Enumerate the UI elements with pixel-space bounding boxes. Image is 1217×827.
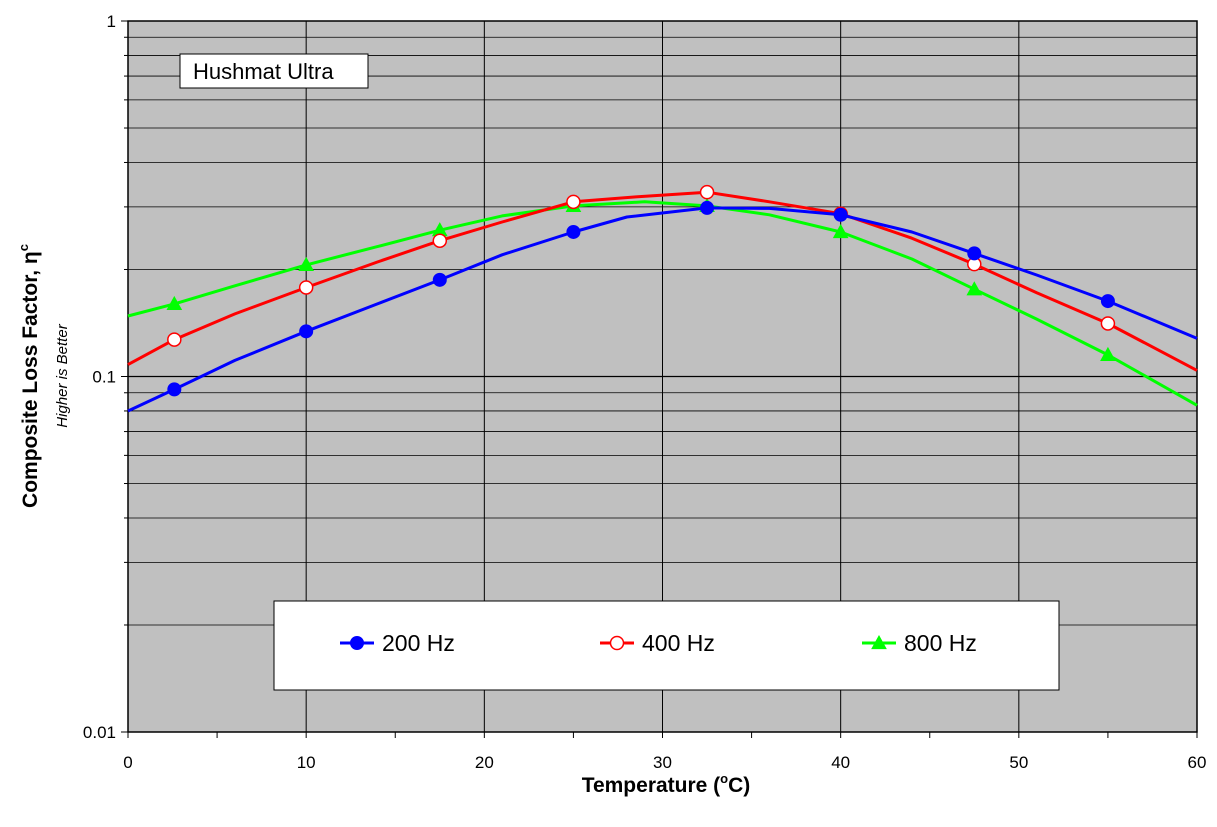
legend-item: 800 Hz [862, 630, 977, 656]
legend-marker [350, 636, 364, 650]
series-800-hz [127, 197, 1198, 407]
y-axis-title: Composite Loss Factor, ηc Higher is Bett… [16, 244, 71, 508]
data-point [833, 207, 848, 222]
data-point [966, 281, 983, 296]
data-point [298, 280, 314, 295]
data-point [298, 256, 315, 272]
axis-ticks: 0 10 20 30 40 50 60 0.01 0.1 1 [83, 12, 1207, 772]
legend-item: 400 Hz [600, 630, 715, 656]
data-point [1100, 346, 1116, 362]
x-tick-label: 10 [297, 753, 316, 772]
legend-marker [609, 635, 625, 651]
x-axis-title-unit: C) [728, 774, 750, 797]
series-layer [127, 184, 1198, 413]
y-axis-title-sup: c [16, 244, 31, 251]
annotation-box: Hushmat Ultra [179, 53, 369, 89]
data-point [167, 382, 182, 397]
x-tick-label: 40 [831, 753, 850, 772]
legend-marker [871, 634, 887, 650]
series-line [127, 206, 1198, 413]
grid [128, 21, 1197, 732]
data-point [700, 200, 715, 215]
x-axis-title-main: Temperature ( [582, 774, 720, 797]
data-point [699, 184, 715, 200]
x-axis-title-sup: o [720, 771, 728, 786]
data-point [1100, 294, 1115, 309]
data-point [299, 324, 314, 339]
data-point [432, 233, 448, 248]
data-point [432, 272, 447, 287]
x-tick-label: 60 [1188, 753, 1207, 772]
x-tick-label: 0 [123, 753, 132, 772]
legend-label: 400 Hz [642, 630, 715, 656]
data-point [566, 224, 581, 239]
y-axis-title-main: Composite Loss Factor, η [19, 251, 42, 508]
series-line [127, 200, 1198, 407]
legend-label: 800 Hz [904, 630, 977, 656]
legend: 200 Hz 400 Hz 800 Hz [273, 600, 1060, 691]
series-200-hz [127, 200, 1198, 413]
y-axis-subtitle: Higher is Better [54, 323, 71, 427]
svg-text:Composite Loss Factor, ηc: Composite Loss Factor, ηc [16, 244, 42, 508]
series-line [127, 190, 1198, 372]
x-axis-title: Temperature (oC) [582, 771, 751, 797]
series-400-hz [127, 184, 1198, 372]
x-tick-label: 20 [475, 753, 494, 772]
data-point [1100, 316, 1116, 331]
x-tick-label: 30 [653, 753, 672, 772]
data-point [166, 295, 183, 311]
annotation-text: Hushmat Ultra [193, 59, 334, 84]
x-tick-label: 50 [1009, 753, 1028, 772]
y-tick-label: 0.01 [83, 723, 116, 742]
data-point [967, 246, 982, 261]
legend-label: 200 Hz [382, 630, 455, 656]
legend-item: 200 Hz [340, 630, 455, 656]
data-point [832, 223, 849, 239]
y-tick-label: 0.1 [92, 368, 116, 387]
data-point [167, 332, 182, 347]
data-point [566, 194, 581, 210]
y-tick-label: 1 [107, 12, 116, 31]
